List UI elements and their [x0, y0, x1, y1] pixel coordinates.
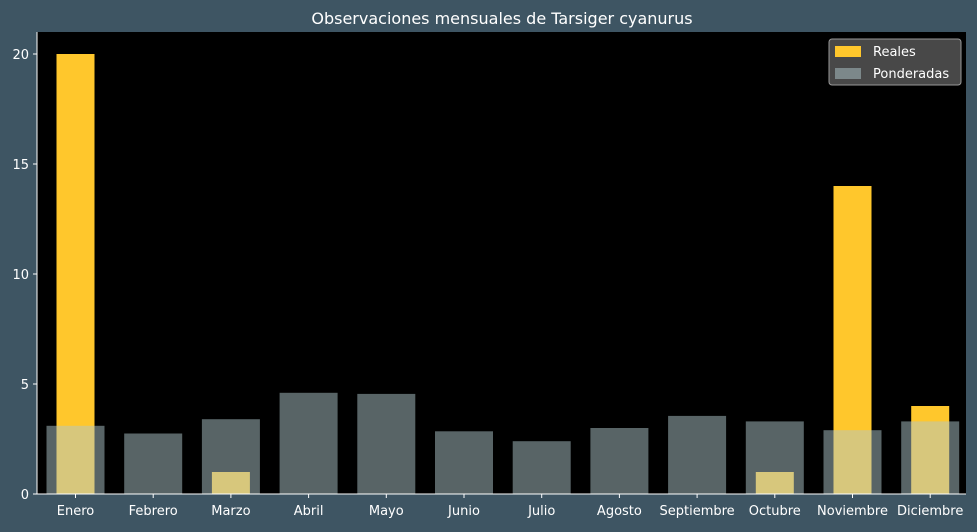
x-tick-label: Septiembre — [660, 504, 735, 519]
x-tick-label: Julio — [527, 504, 555, 519]
bar-ponderadas-mayo — [357, 393, 416, 494]
bar-ponderadas-septiembre — [668, 415, 727, 494]
bar-ponderadas-marzo — [201, 419, 260, 494]
y-tick-label: 20 — [12, 48, 29, 63]
bar-ponderadas-enero — [46, 425, 105, 494]
bar-ponderadas-abril — [279, 392, 338, 494]
legend-swatch-ponderadas — [835, 68, 861, 79]
x-tick-label: Marzo — [211, 504, 250, 519]
y-tick-label: 15 — [12, 158, 29, 173]
y-tick-label: 5 — [21, 378, 29, 393]
x-tick-label: Noviembre — [817, 504, 888, 519]
bar-ponderadas-diciembre — [901, 421, 960, 494]
bar-ponderadas-febrero — [124, 433, 183, 494]
x-tick-label: Abril — [294, 504, 324, 519]
bar-ponderadas-agosto — [590, 428, 649, 494]
y-tick-label: 0 — [21, 488, 29, 503]
series-ponderadas — [46, 392, 960, 494]
x-tick-label: Febrero — [129, 504, 178, 519]
x-tick-label: Diciembre — [897, 504, 963, 519]
x-tick-label: Junio — [447, 504, 480, 519]
legend-box — [828, 38, 962, 86]
chart-title: Observaciones mensuales de Tarsiger cyan… — [311, 9, 692, 28]
legend-label-reales: Reales — [873, 45, 916, 60]
x-tick-label: Mayo — [369, 504, 404, 519]
legend-label-ponderadas: Ponderadas — [873, 67, 949, 82]
y-tick-label: 10 — [12, 268, 29, 283]
y-axis: 0 5 10 15 20 — [12, 32, 38, 503]
x-tick-label: Agosto — [597, 504, 642, 519]
bar-ponderadas-octubre — [745, 421, 804, 494]
legend-swatch-reales — [835, 46, 861, 57]
x-tick-label: Octubre — [749, 504, 801, 519]
bar-ponderadas-julio — [512, 441, 571, 494]
plot-area — [37, 32, 966, 494]
x-tick-label: Enero — [57, 504, 95, 519]
legend: Reales Ponderadas — [828, 38, 962, 86]
bar-ponderadas-junio — [435, 431, 493, 494]
x-axis: Enero Febrero Marzo Abril Mayo Junio Julio Agos… — [37, 493, 966, 519]
bar-ponderadas-noviembre — [823, 430, 882, 494]
bar-reales-enero — [56, 54, 95, 494]
